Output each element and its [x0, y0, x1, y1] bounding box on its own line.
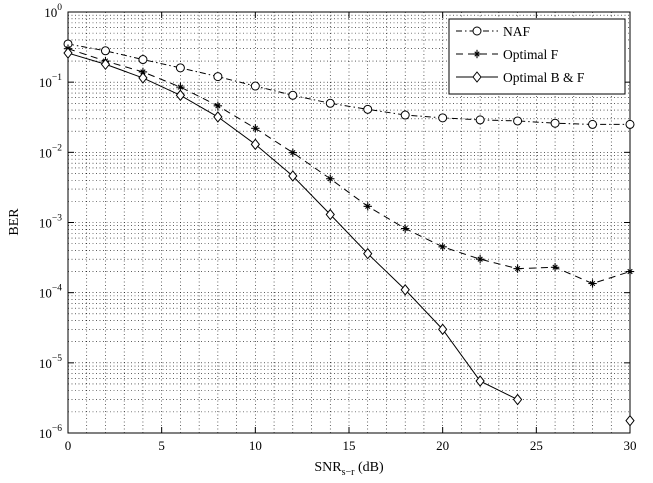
- grid: [68, 12, 630, 433]
- series-naf-point: [138, 55, 148, 65]
- y-tick-label: 10−3: [39, 214, 62, 231]
- x-axis-label-subscript: s−r: [342, 467, 356, 478]
- series-naf-point: [588, 119, 598, 129]
- series-optimal-f-point: [513, 264, 522, 273]
- series-optimal-b-f-point: [363, 247, 373, 260]
- series-optimal-b-f-point: [138, 72, 148, 84]
- y-tick-label: 10−4: [39, 284, 62, 301]
- series-optimal-b-f-point: [100, 58, 111, 71]
- axis-ticks: 0 5 10 15 20 25 30 100 10−1 10−2 10−3 10−4 10−5 10−6: [39, 3, 637, 453]
- y-tick-label: 10−2: [39, 143, 62, 160]
- series-optimal-b-f: [63, 47, 635, 427]
- series-optimal-b-f-point: [63, 47, 73, 59]
- x-axis-label-base: SNR: [314, 460, 342, 475]
- series-optimal-f-point: [251, 124, 260, 133]
- legend-optimal-f-label: Optimal F: [503, 47, 559, 62]
- legend-optimal-f-point: [472, 49, 482, 59]
- series-optimal-b-f-point: [438, 323, 448, 336]
- series-optimal-f-point: [363, 202, 372, 211]
- x-axis-label: SNRs−r (dB): [314, 460, 384, 478]
- series-optimal-b-f-point: [175, 89, 186, 102]
- series-naf-line: [67, 43, 630, 125]
- series-optimal-b-f-point: [475, 375, 485, 387]
- series-naf-point: [363, 104, 373, 114]
- series-naf-point: [513, 116, 523, 126]
- series-optimal-f-point: [288, 148, 297, 157]
- y-axis-label: BER: [7, 208, 22, 236]
- series-optimal-f-point: [475, 254, 485, 264]
- series-naf-point: [250, 81, 260, 91]
- series-optimal-f-point: [588, 279, 597, 288]
- series-optimal-f-point: [213, 101, 223, 111]
- legend-optimal-b-f-label: Optimal B & F: [503, 70, 585, 85]
- series-naf-point: [438, 113, 448, 123]
- series-naf-point: [400, 110, 410, 120]
- y-tick-label: 100: [44, 3, 62, 20]
- series-naf-point: [100, 46, 110, 56]
- legend-naf-point: [472, 26, 482, 36]
- y-tick-label: 10−1: [39, 73, 62, 90]
- series-naf-point: [325, 98, 335, 108]
- x-tick-label: 15: [343, 438, 356, 453]
- legend-naf-label: NAF: [503, 24, 530, 39]
- series-naf-point: [625, 119, 635, 129]
- x-tick-label: 0: [65, 438, 72, 453]
- series-group: [63, 39, 635, 427]
- series-optimal-f-point: [550, 263, 560, 272]
- series-naf-point: [213, 72, 223, 82]
- series-optimal-b-f-point: [213, 111, 223, 123]
- legend-optimal-b-f-point: [472, 71, 482, 83]
- series-naf-point: [475, 115, 485, 125]
- series-optimal-f-point: [401, 224, 410, 233]
- series-optimal-b-f-point: [400, 283, 410, 296]
- series-optimal-b-f-point: [250, 138, 260, 151]
- x-tick-label: 10: [249, 438, 262, 453]
- y-tick-label: 10−6: [39, 424, 62, 441]
- series-optimal-f-line: [67, 48, 631, 285]
- series-optimal-f-point: [625, 267, 635, 276]
- x-tick-label: 5: [158, 438, 165, 453]
- x-tick-label: 25: [530, 438, 543, 453]
- series-optimal-b-f-point: [625, 414, 635, 427]
- series-naf-point: [550, 118, 560, 128]
- series-naf: [63, 39, 635, 129]
- legend: NAF Optimal F Optimal B & F: [448, 18, 626, 95]
- series-naf-point: [175, 63, 185, 73]
- series-optimal-b-f-point: [512, 393, 523, 406]
- series-optimal-b-f-point: [288, 170, 298, 182]
- x-tick-label: 20: [436, 438, 449, 453]
- series-optimal-f-point: [438, 242, 447, 252]
- series-naf-point: [288, 90, 298, 100]
- series-optimal-f-point: [326, 174, 335, 183]
- series-optimal-b-f-point: [325, 208, 335, 221]
- x-axis-label-suffix: (dB): [354, 460, 384, 475]
- y-tick-label: 10−5: [39, 354, 62, 371]
- x-tick-label: 30: [624, 438, 637, 453]
